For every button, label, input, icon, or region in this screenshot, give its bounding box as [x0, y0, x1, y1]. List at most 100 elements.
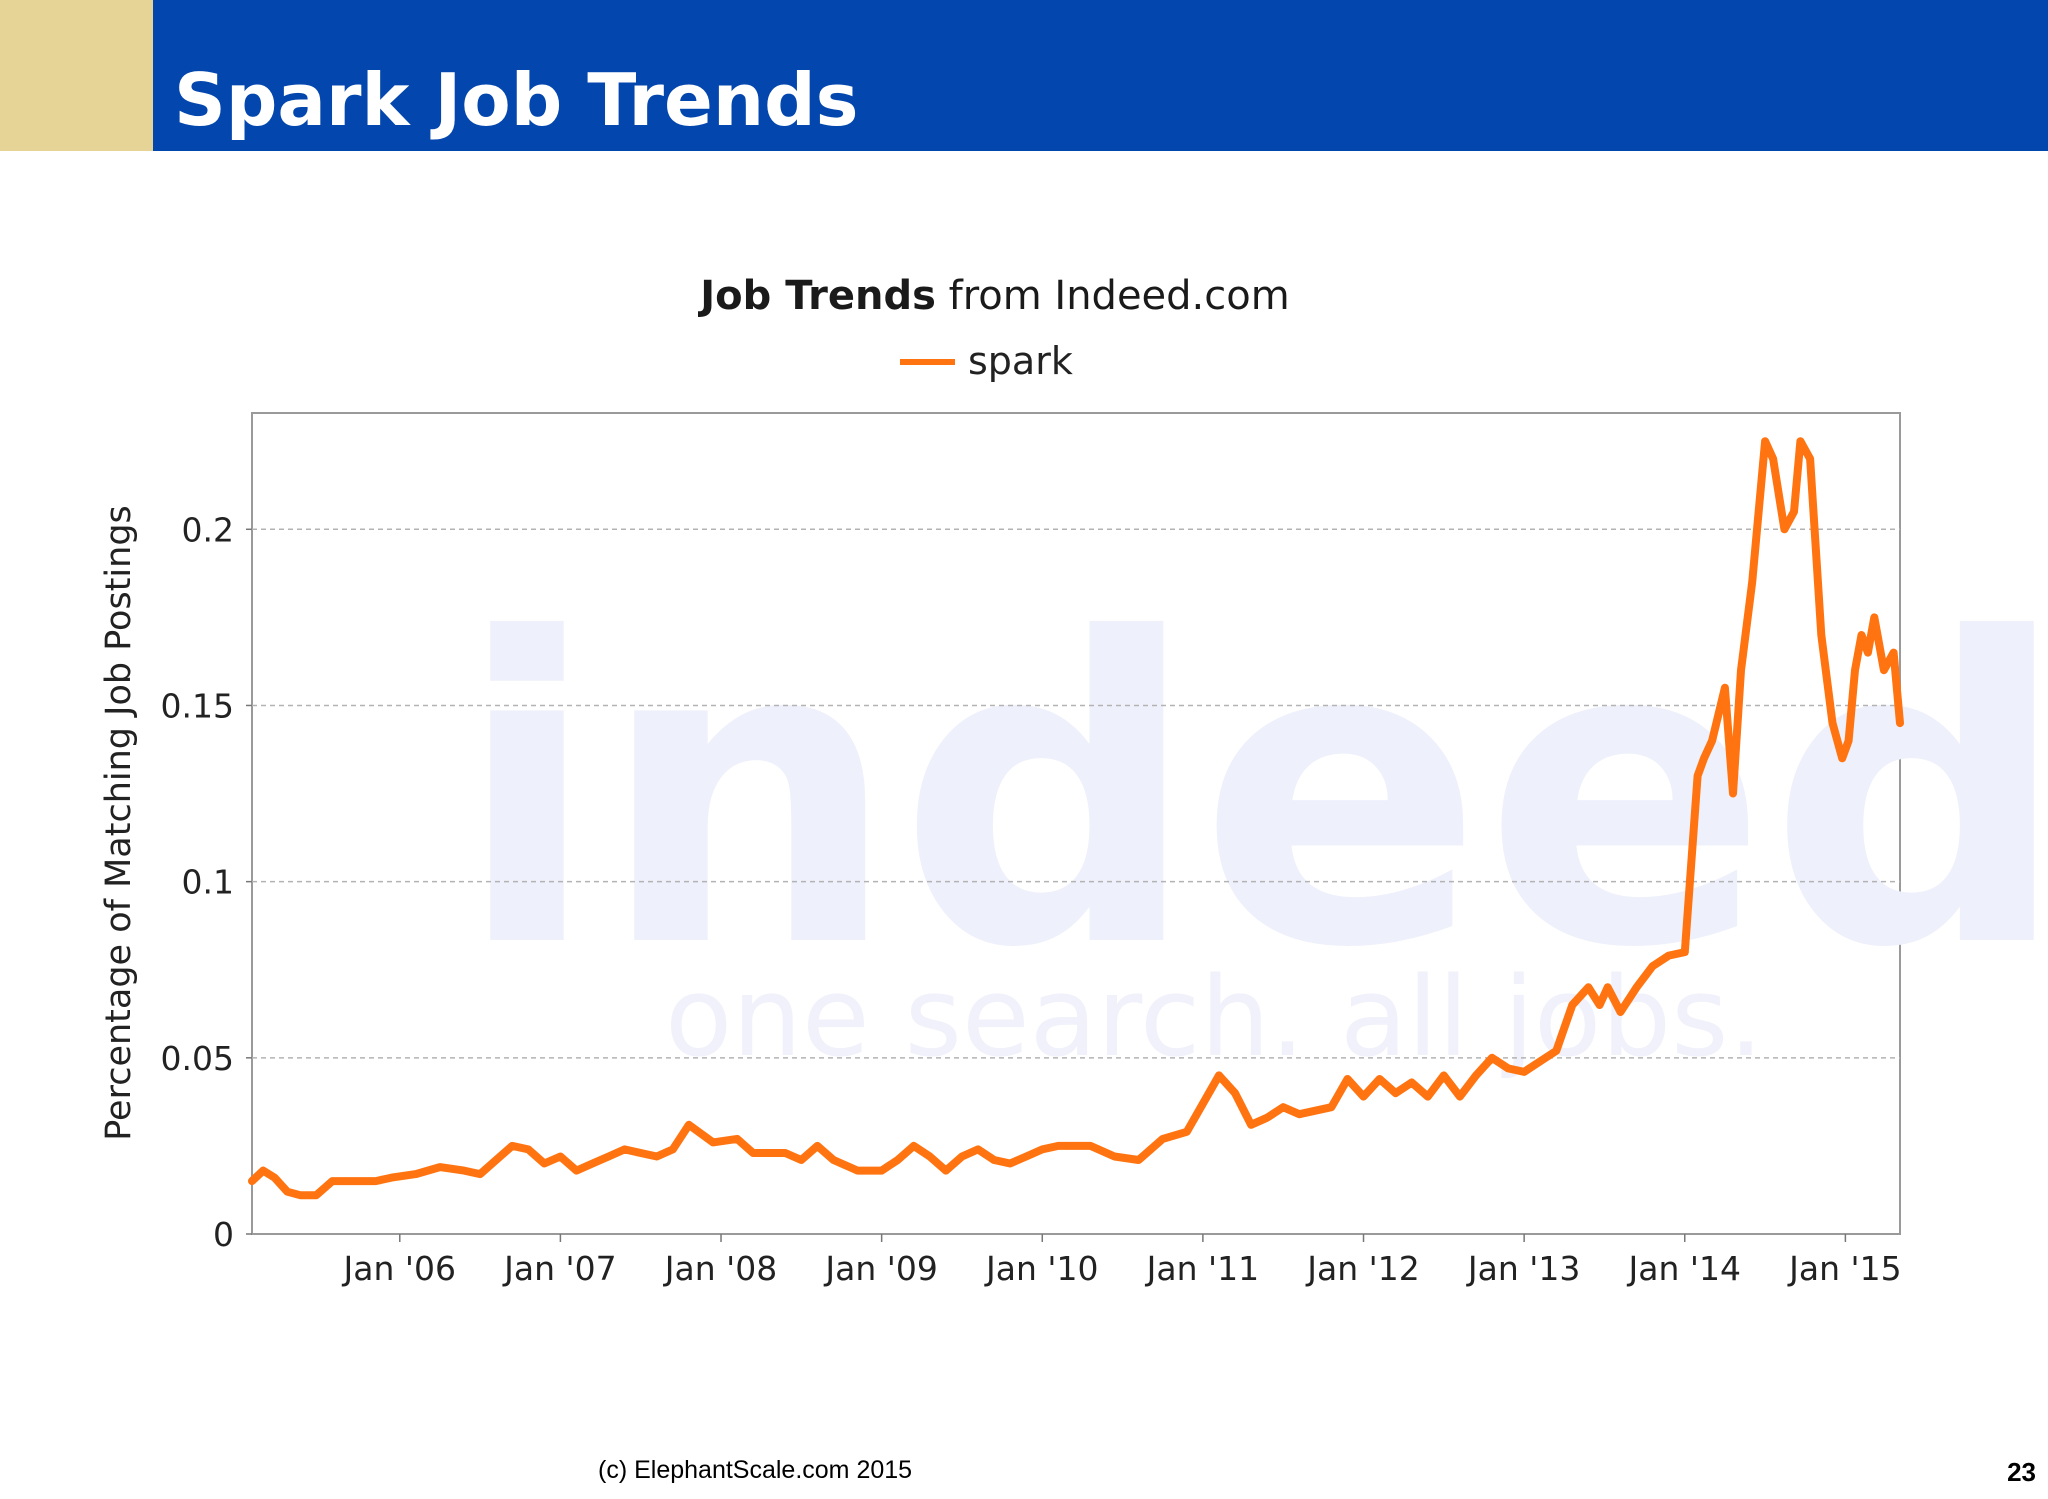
watermark-tagline: one search. all jobs. [665, 953, 1763, 1081]
data-point [1790, 508, 1798, 516]
data-point [1070, 1142, 1078, 1150]
data-point [1488, 1054, 1496, 1062]
data-point [1022, 1153, 1030, 1160]
data-point [1681, 948, 1689, 956]
data-point [1851, 666, 1859, 674]
data-point [709, 1138, 717, 1146]
data-point [1890, 649, 1898, 657]
page-number: 23 [2007, 1457, 2036, 1487]
data-point [388, 1174, 396, 1182]
data-point [436, 1163, 444, 1171]
data-point [1568, 1001, 1576, 1009]
data-point [1376, 1075, 1384, 1083]
x-tick-label: Jan '12 [1305, 1249, 1419, 1288]
data-point [1440, 1071, 1448, 1079]
data-point [1159, 1135, 1167, 1143]
data-point [974, 1145, 982, 1153]
data-point [1247, 1121, 1255, 1129]
data-point [1880, 666, 1888, 674]
data-point [1111, 1153, 1118, 1160]
data-point [1038, 1145, 1046, 1153]
plot-area [251, 412, 1901, 1235]
data-point [605, 1153, 613, 1160]
data-point [1295, 1110, 1303, 1118]
data-point [894, 1156, 902, 1164]
x-tick-label: Jan '07 [502, 1249, 616, 1288]
data-point [1737, 666, 1745, 674]
data-point [1472, 1071, 1480, 1079]
data-point [1780, 525, 1788, 533]
data-point [1748, 578, 1756, 586]
data-point [1263, 1114, 1271, 1122]
title-accent-block [0, 0, 153, 151]
data-point [328, 1177, 336, 1185]
data-point [1806, 455, 1814, 463]
data-point [556, 1153, 564, 1160]
data-point [508, 1142, 516, 1150]
data-point [854, 1167, 862, 1175]
x-tick-label: Jan '10 [984, 1249, 1098, 1288]
legend-label-spark: spark [968, 339, 1073, 383]
data-point [1215, 1071, 1223, 1079]
data-point [1729, 790, 1737, 797]
data-point [1665, 952, 1673, 960]
data-point [1183, 1128, 1191, 1136]
x-tick-label: Jan '06 [342, 1249, 456, 1288]
x-tick-label: Jan '13 [1466, 1249, 1580, 1288]
data-point [341, 1177, 349, 1185]
data-point [878, 1167, 886, 1175]
data-point [1327, 1103, 1335, 1111]
data-point [958, 1153, 966, 1160]
data-point [1006, 1160, 1014, 1167]
y-tick-label: 0 [213, 1215, 234, 1254]
data-point [1817, 631, 1825, 639]
data-point [733, 1135, 741, 1143]
y-tick-label: 0.15 [161, 686, 234, 725]
data-point [1829, 719, 1836, 727]
data-point [942, 1167, 950, 1175]
y-tick-label: 0.05 [161, 1039, 234, 1078]
chart-title-source: from Indeed.com [936, 273, 1290, 319]
data-point [1456, 1093, 1464, 1101]
data-point [1617, 1008, 1624, 1016]
data-point [1796, 437, 1804, 445]
data-point [248, 1177, 256, 1185]
data-point [1360, 1093, 1367, 1101]
data-point [781, 1149, 789, 1157]
data-point [1504, 1064, 1512, 1072]
y-tick-label: 0.1 [182, 863, 234, 902]
data-point [1700, 754, 1708, 762]
data-point [685, 1121, 693, 1129]
data-point [910, 1142, 918, 1150]
data-point [926, 1153, 934, 1160]
y-tick-label: 0.2 [182, 510, 234, 549]
x-tick-label: Jan '11 [1145, 1249, 1259, 1288]
data-point [1135, 1156, 1143, 1164]
data-point [1838, 754, 1846, 762]
data-point [1087, 1142, 1094, 1150]
data-point [1520, 1068, 1528, 1076]
data-point [1694, 772, 1702, 780]
data-point [1864, 649, 1872, 657]
data-point [1199, 1100, 1207, 1108]
data-point [637, 1149, 645, 1157]
x-tick-label: Jan '14 [1627, 1249, 1741, 1288]
data-point [1870, 613, 1878, 621]
data-point [1633, 983, 1641, 991]
data-point [1231, 1089, 1239, 1097]
title-bar [153, 0, 2048, 151]
data-point [830, 1156, 837, 1164]
data-point [1604, 983, 1612, 991]
data-point [476, 1170, 484, 1178]
data-point [1424, 1093, 1432, 1101]
data-point [990, 1156, 998, 1164]
indeed-watermark: indeed one search. all jobs. [455, 551, 2048, 1081]
x-tick-label: Jan '09 [823, 1249, 937, 1288]
data-point [1552, 1047, 1560, 1055]
data-point [573, 1167, 580, 1175]
data-point [1408, 1079, 1416, 1086]
data-point [1596, 1001, 1604, 1009]
data-point [1761, 437, 1769, 445]
data-point [589, 1160, 596, 1167]
